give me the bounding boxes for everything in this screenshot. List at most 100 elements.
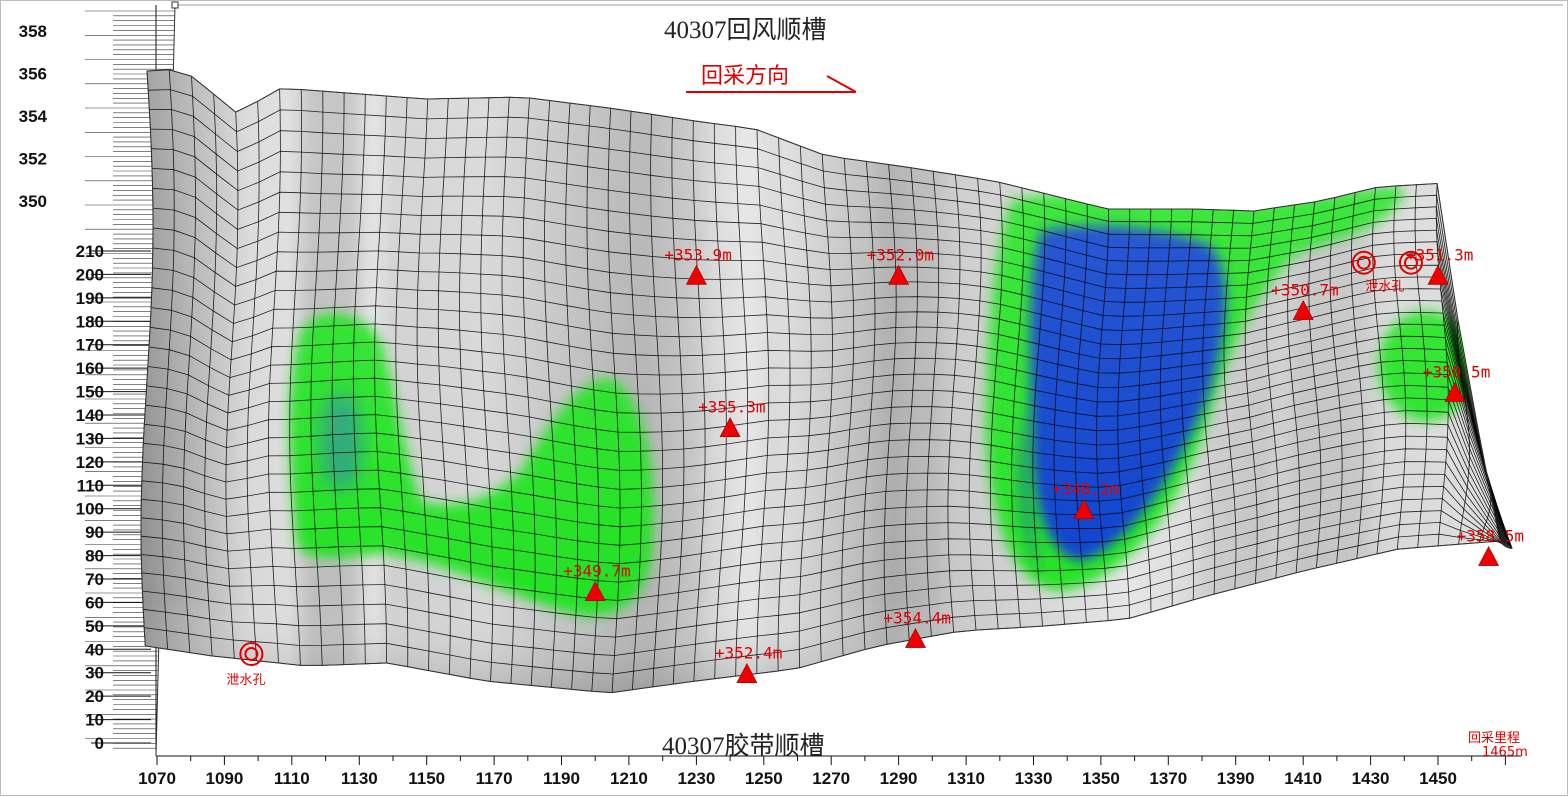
x-tick-label: 1090 bbox=[205, 769, 243, 788]
mesh-line-v bbox=[151, 168, 1504, 543]
z-tick-label: 352 bbox=[19, 150, 47, 169]
x-tick-label: 1110 bbox=[274, 769, 310, 788]
mesh-line-v bbox=[141, 448, 1509, 548]
drain-hole-icon bbox=[239, 642, 264, 666]
x-tick-label: 1170 bbox=[476, 769, 513, 788]
mesh-line-v bbox=[145, 384, 1513, 549]
axis-layer: 3503523543563580102030405060708090100110… bbox=[19, 1, 1563, 788]
mesh-line-v bbox=[149, 109, 1501, 542]
y-tick-label: 180 bbox=[76, 312, 104, 331]
mesh-line-v bbox=[141, 498, 1504, 620]
mesh-line-v bbox=[152, 247, 1508, 545]
mesh-line-v bbox=[142, 422, 1511, 549]
bottom-title: 40307胶带顺槽 bbox=[662, 733, 825, 760]
direction-arrow: 回采方向 bbox=[686, 64, 857, 93]
x-tick-label: 1290 bbox=[880, 769, 918, 788]
x-tick-label: 1250 bbox=[745, 769, 783, 788]
direction-arrowhead bbox=[826, 75, 857, 93]
surface-vertical-shade bbox=[141, 69, 1512, 693]
x-tick-label: 1370 bbox=[1149, 769, 1187, 788]
elevation-marker bbox=[1427, 264, 1449, 285]
surface-layer bbox=[141, 69, 1512, 693]
z-tick-label: 350 bbox=[19, 192, 47, 211]
mesh-line-v bbox=[143, 410, 1512, 549]
x-tick-label: 1150 bbox=[408, 769, 445, 788]
mesh-outline bbox=[140, 69, 1513, 694]
elevation-label: +351.3m bbox=[1406, 245, 1473, 264]
mesh-line-v bbox=[141, 486, 1505, 601]
mesh-line-v bbox=[150, 128, 1502, 542]
z-tick-label: 354 bbox=[19, 107, 48, 126]
mesh-line-v bbox=[151, 287, 1510, 547]
top-title: 40307回风顺槽 bbox=[664, 17, 827, 44]
drain-hole-label: 泄水孔 bbox=[1365, 280, 1404, 295]
mesh-line-v bbox=[150, 326, 1512, 548]
x-tick-label: 1190 bbox=[543, 769, 580, 788]
x-tick-label: 1230 bbox=[677, 769, 715, 788]
mesh-line-v bbox=[141, 435, 1510, 549]
y-tick-label: 140 bbox=[76, 406, 104, 425]
elevation-label: +350.7m bbox=[1271, 281, 1338, 300]
mesh-line-v bbox=[146, 372, 1513, 549]
elevation-label: +349.7m bbox=[563, 562, 630, 581]
mileage-value: 1465m bbox=[1482, 745, 1528, 760]
y-tick-label: 150 bbox=[76, 383, 104, 402]
mesh-line-v bbox=[151, 307, 1511, 547]
elevation-marker bbox=[905, 627, 926, 648]
y-tick-label: 130 bbox=[76, 429, 104, 448]
elevation-marker bbox=[1292, 299, 1314, 320]
handle-top bbox=[171, 1, 179, 9]
mesh-line-v bbox=[152, 227, 1507, 545]
y-tick-label: 170 bbox=[76, 336, 104, 355]
x-tick-label: 1330 bbox=[1015, 769, 1053, 788]
x-tick-label: 1130 bbox=[341, 769, 378, 788]
drain-hole-label: 泄水孔 bbox=[226, 673, 265, 688]
drain-hole-icon-inner bbox=[244, 647, 259, 661]
mileage-label: 回采里程 bbox=[1468, 731, 1520, 746]
x-tick-label: 1410 bbox=[1284, 769, 1322, 788]
x-tick-label: 1390 bbox=[1217, 769, 1255, 788]
mesh-line-v bbox=[140, 473, 1506, 583]
y-tick-label: 100 bbox=[76, 500, 104, 519]
y-tick-label: 160 bbox=[76, 359, 104, 378]
elevation-label: +353.9m bbox=[664, 245, 731, 264]
elevation-label: +348.2m bbox=[1052, 480, 1119, 499]
elevation-label: +355.3m bbox=[698, 398, 765, 417]
mesh-line-v bbox=[148, 346, 1513, 548]
y-tick-label: 190 bbox=[76, 289, 104, 308]
mesh-line-v bbox=[142, 510, 1503, 638]
mesh-line-v bbox=[147, 360, 1513, 548]
surface-fill bbox=[141, 69, 1512, 693]
z-tick-label: 356 bbox=[19, 65, 47, 84]
elevation-marker bbox=[1073, 499, 1095, 520]
x-tick-label: 1310 bbox=[947, 769, 985, 788]
elevation-label: +354.4m bbox=[884, 609, 951, 628]
mesh-line-v bbox=[152, 267, 1509, 546]
mesh-line-v bbox=[151, 148, 1503, 543]
elevation-label: +352.0m bbox=[867, 245, 934, 264]
mesh-line-v bbox=[144, 397, 1512, 549]
mesh-line-v bbox=[152, 207, 1506, 544]
y-tick-label: 110 bbox=[77, 476, 104, 495]
elevation-marker bbox=[584, 581, 606, 602]
elevation-marker bbox=[1478, 545, 1500, 566]
mesh-line-v bbox=[152, 187, 1505, 544]
drain-hole-icon-inner bbox=[1404, 255, 1418, 270]
elevation-label: +352.4m bbox=[715, 644, 782, 663]
z-tick-label: 358 bbox=[19, 22, 47, 41]
x-tick-label: 1450 bbox=[1419, 769, 1457, 788]
mesh-line-v bbox=[140, 461, 1507, 565]
x-tick-label: 1270 bbox=[812, 769, 850, 788]
elevation-label: +350.5m bbox=[1423, 363, 1490, 382]
elevation-marker bbox=[719, 417, 741, 438]
elevation-label: +358.5m bbox=[1457, 527, 1524, 546]
x-tick-label: 1210 bbox=[610, 769, 648, 788]
x-tick-label: 1070 bbox=[138, 769, 176, 788]
elevation-marker bbox=[685, 264, 707, 285]
elevation-marker bbox=[888, 264, 910, 285]
y-tick-label: 120 bbox=[76, 453, 104, 472]
direction-label: 回采方向 bbox=[701, 64, 789, 89]
elevation-marker bbox=[1444, 381, 1466, 402]
